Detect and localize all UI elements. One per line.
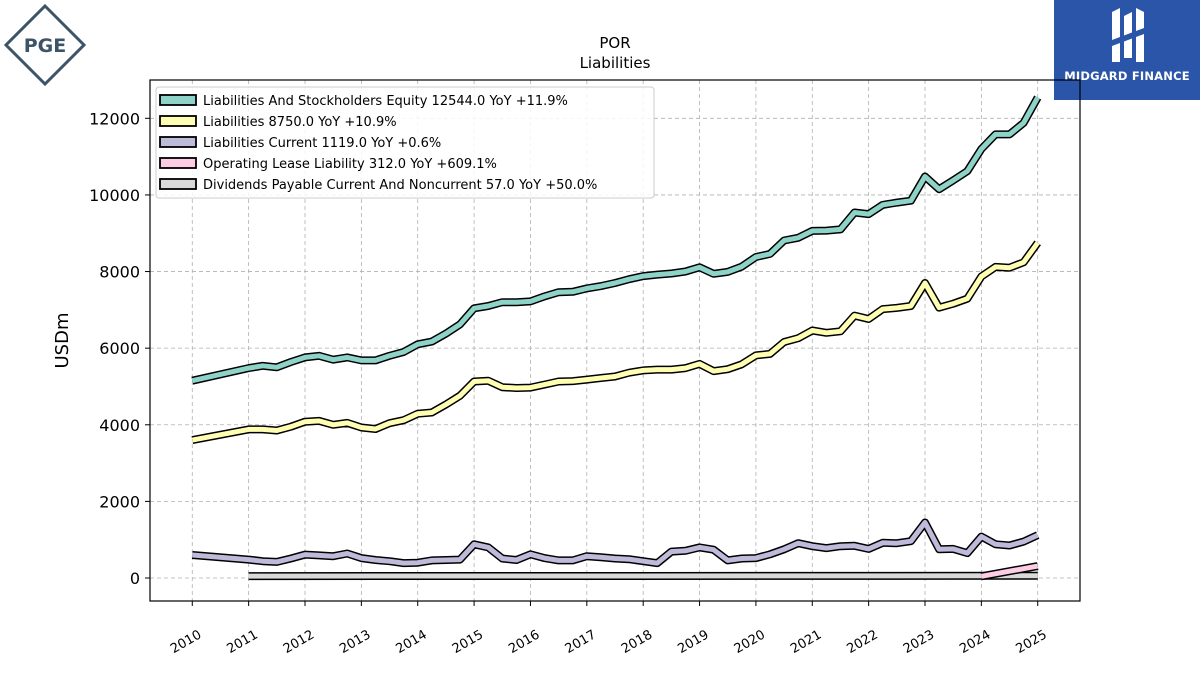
legend-item: Liabilities 8750.0 YoY +10.9%: [159, 115, 397, 130]
legend-item: Liabilities Current 1119.0 YoY +0.6%: [159, 136, 441, 151]
legend-box: [155, 86, 655, 199]
legend-swatch: [159, 94, 197, 106]
series-line: [191, 518, 1040, 568]
series-stroke: [191, 96, 1040, 384]
y-axis-label: USDm: [52, 313, 73, 369]
series-stroke: [191, 241, 1040, 443]
x-tick-label: 2010: [168, 627, 204, 657]
y-tick-label: 6000: [99, 339, 140, 358]
midgard-finance-name: MIDGARD FINANCE: [1064, 69, 1190, 83]
chart-title: POR: [599, 34, 630, 52]
legend-item: Liabilities And Stockholders Equity 1254…: [159, 94, 568, 109]
legend-label: Operating Lease Liability 312.0 YoY +609…: [203, 157, 497, 172]
legend-label: Dividends Payable Current And Noncurrent…: [203, 178, 597, 193]
x-tick-label: 2018: [619, 627, 655, 657]
series-line: [191, 95, 1042, 385]
y-tick-label: 8000: [99, 263, 140, 282]
pge-logo-text: PGE: [24, 35, 67, 57]
x-axis: 2010 2011 2012 2013 2014 2015 2016 2017 2018 2019…: [168, 601, 1050, 657]
legend-swatch: [159, 115, 197, 127]
y-tick-label: 12000: [89, 109, 140, 128]
x-tick-label: 2012: [281, 627, 317, 657]
legend-item: Operating Lease Liability 312.0 YoY +609…: [159, 157, 497, 172]
x-tick-label: 2016: [506, 627, 542, 657]
x-tick-label: 2013: [337, 627, 373, 657]
series-layer: [191, 95, 1042, 581]
series-stroke: [192, 520, 1039, 566]
pge-logo: PGE: [3, 3, 87, 87]
x-tick-label: 2021: [788, 627, 824, 657]
legend-swatch: [159, 178, 197, 190]
midgard-finance-logo: MIDGARD FINANCE: [1054, 0, 1200, 100]
legend-swatch: [159, 136, 197, 148]
y-tick-label: 2000: [99, 492, 140, 511]
x-tick-label: 2011: [224, 627, 260, 657]
x-tick-label: 2023: [901, 627, 937, 657]
plot-frame: [149, 79, 1081, 602]
series-outline: [191, 240, 1041, 445]
series-stroke: [980, 563, 1039, 579]
x-tick-label: 2025: [1014, 627, 1050, 657]
x-tick-label: 2022: [844, 627, 880, 657]
legend-label: Liabilities 8750.0 YoY +10.9%: [203, 115, 397, 130]
legend-label: Liabilities Current 1119.0 YoY +0.6%: [203, 136, 441, 151]
y-tick-label: 10000: [89, 186, 140, 205]
y-axis: 0 2000 4000 6000 8000 10000 12000: [89, 109, 150, 588]
legend-swatch: [159, 157, 197, 169]
series-line: [980, 562, 1039, 581]
x-tick-label: 2019: [675, 627, 711, 657]
legend-item: Dividends Payable Current And Noncurrent…: [159, 178, 597, 193]
y-tick-label: 4000: [99, 416, 140, 435]
chart-subtitle: Liabilities: [580, 54, 651, 72]
y-tick-label: 0: [130, 569, 140, 588]
legend: Liabilities And Stockholders Equity 1254…: [155, 86, 655, 199]
series-line: [191, 240, 1041, 445]
x-tick-label: 2024: [957, 627, 993, 657]
x-tick-label: 2017: [563, 627, 599, 657]
x-tick-label: 2020: [732, 627, 768, 657]
x-tick-label: 2015: [450, 627, 486, 657]
x-tick-label: 2014: [394, 627, 430, 657]
legend-label: Liabilities And Stockholders Equity 1254…: [203, 94, 568, 109]
